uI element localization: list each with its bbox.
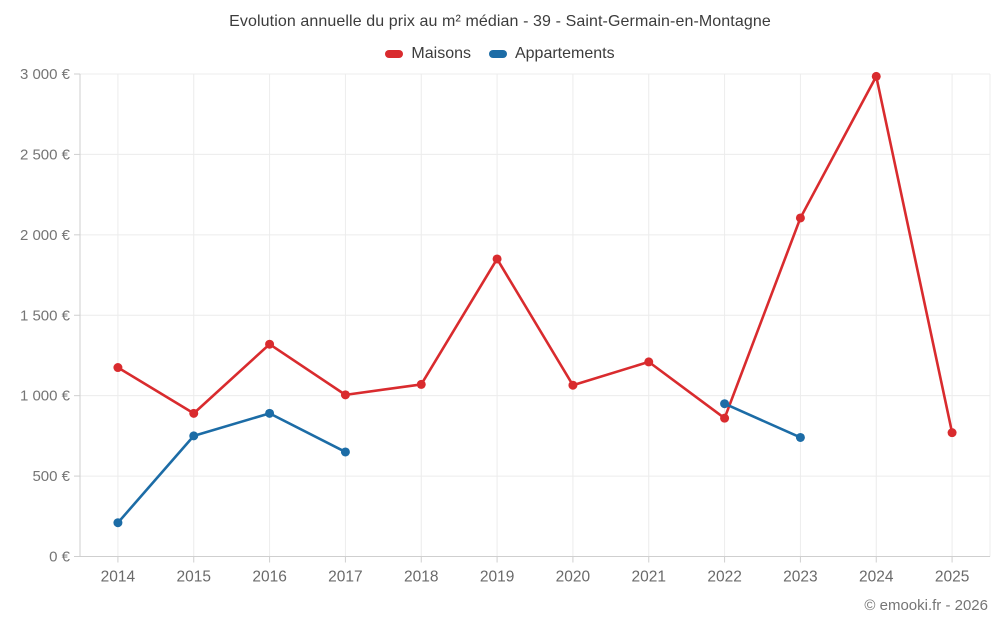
- y-tick-label: 3 000 €: [20, 66, 71, 83]
- y-tick-label: 500 €: [32, 468, 70, 485]
- series-line: [116, 75, 954, 434]
- series-appartements: [113, 399, 805, 528]
- x-tick-label: 2018: [404, 569, 438, 586]
- data-point[interactable]: [113, 363, 123, 373]
- maisons-swatch-icon: [385, 50, 404, 58]
- y-tick-label: 1 500 €: [20, 307, 71, 324]
- legend-item-appartements[interactable]: Appartements: [488, 45, 615, 63]
- legend-item-maisons[interactable]: Maisons: [385, 45, 471, 63]
- data-point[interactable]: [189, 408, 199, 418]
- y-tick-label: 2 000 €: [20, 227, 71, 244]
- legend-label-maisons: Maisons: [411, 45, 471, 62]
- data-point[interactable]: [720, 413, 730, 423]
- data-point[interactable]: [265, 339, 275, 349]
- x-tick-label: 2023: [783, 569, 817, 586]
- data-point[interactable]: [644, 357, 654, 367]
- x-tick-label: 2025: [935, 569, 969, 586]
- series-maisons: [113, 71, 957, 438]
- y-tick-label: 2 500 €: [20, 146, 71, 163]
- data-point[interactable]: [947, 428, 957, 438]
- data-point[interactable]: [113, 518, 123, 528]
- x-tick-label: 2024: [859, 569, 894, 586]
- y-tick-label: 1 000 €: [20, 388, 71, 405]
- series-line: [116, 412, 347, 525]
- data-point[interactable]: [795, 213, 805, 223]
- x-tick-label: 2015: [177, 569, 211, 586]
- x-tick-label: 2021: [632, 569, 666, 586]
- legend-label-appartements: Appartements: [514, 45, 615, 62]
- appartements-swatch-icon: [488, 50, 507, 58]
- x-tick-label: 2019: [480, 569, 514, 586]
- chart-title: Evolution annuelle du prix au m² médian …: [229, 13, 771, 30]
- x-tick-label: 2016: [252, 569, 286, 586]
- y-tick-label: 0 €: [49, 549, 71, 566]
- data-point[interactable]: [871, 71, 881, 81]
- data-point[interactable]: [720, 399, 730, 409]
- data-point[interactable]: [795, 432, 805, 442]
- data-point[interactable]: [492, 254, 502, 264]
- data-point[interactable]: [265, 408, 275, 418]
- x-tick-label: 2017: [328, 569, 362, 586]
- chart-legend: Maisons Appartements: [0, 45, 1000, 63]
- footer-credit: © emooki.fr - 2026: [864, 597, 988, 614]
- data-point[interactable]: [340, 390, 350, 400]
- x-tick-label: 2020: [556, 569, 591, 586]
- data-point[interactable]: [340, 447, 350, 457]
- data-point[interactable]: [189, 431, 199, 441]
- data-point[interactable]: [416, 379, 426, 389]
- data-point[interactable]: [568, 380, 578, 390]
- series-line: [723, 402, 802, 439]
- x-tick-label: 2014: [101, 569, 136, 586]
- x-tick-label: 2022: [707, 569, 741, 586]
